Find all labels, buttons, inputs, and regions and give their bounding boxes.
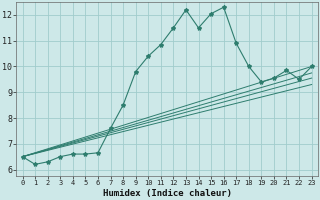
X-axis label: Humidex (Indice chaleur): Humidex (Indice chaleur) [103, 189, 232, 198]
